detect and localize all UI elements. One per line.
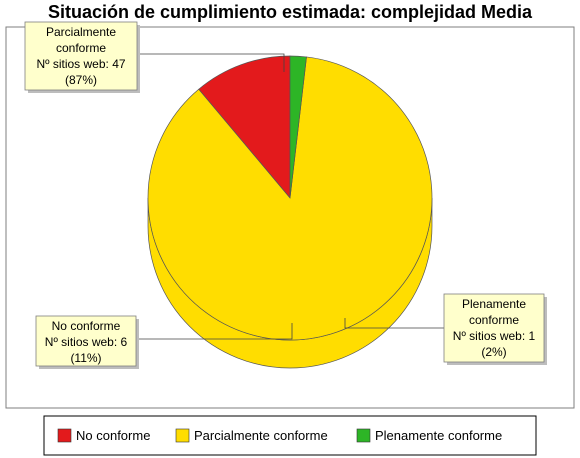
legend-label-plenamente-conforme: Plenamente conforme [375,428,502,443]
legend-swatch-no-conforme [57,428,72,443]
label-parcialmente-conforme-line-3: (87%) [65,73,97,87]
label-parcialmente-conforme-line-2: Nº sitios web: 47 [36,57,125,71]
label-parcialmente-conforme-line-1: conforme [56,41,106,55]
legend-label-parcialmente-conforme: Parcialmente conforme [194,428,328,443]
legend-label-no-conforme: No conforme [76,428,150,443]
chart-title: Situación de cumplimiento estimada: comp… [48,2,533,22]
label-parcialmente-conforme-line-0: Parcialmente [46,25,116,39]
label-plenamente-conforme-box [443,293,545,363]
pie-slice-no-conforme [198,55,291,199]
label-no-conforme: No conforme Nº sitios web: 6 (11%) [35,315,139,369]
pie [147,55,433,369]
leader-parcialmente-conforme [137,53,285,72]
label-plenamente-conforme-line-2: Nº sitios web: 1 [453,329,536,343]
legend-swatch-parcialmente-conforme [175,428,190,443]
legend: No conforme Parcialmente conforme Plenam… [43,415,537,456]
pie-slice-plenamente-conforme [289,55,307,199]
label-plenamente-conforme-line-3: (2%) [481,345,506,359]
label-no-conforme-box [35,315,137,367]
leader-no-conforme [137,323,293,340]
leader-plenamente-conforme [344,318,444,329]
pie-slice-parcialmente-conforme [147,56,433,341]
label-parcialmente-conforme: Parcialmente conforme Nº sitios web: 47 (87… [24,21,140,93]
callouts: Parcialmente conforme Nº sitios web: 47 (87… [24,21,547,369]
label-plenamente-conforme-line-1: conforme [469,313,519,327]
label-parcialmente-conforme-box [24,21,138,91]
label-plenamente-conforme-line-0: Plenamente [462,297,526,311]
label-no-conforme-line-0: No conforme [52,319,121,333]
legend-box [43,415,537,456]
label-no-conforme-line-2: (11%) [70,351,101,365]
legend-swatch-plenamente-conforme [356,428,371,443]
label-no-conforme-line-1: Nº sitios web: 6 [45,335,128,349]
label-plenamente-conforme: Plenamente conforme Nº sitios web: 1 (2%) [443,293,547,365]
